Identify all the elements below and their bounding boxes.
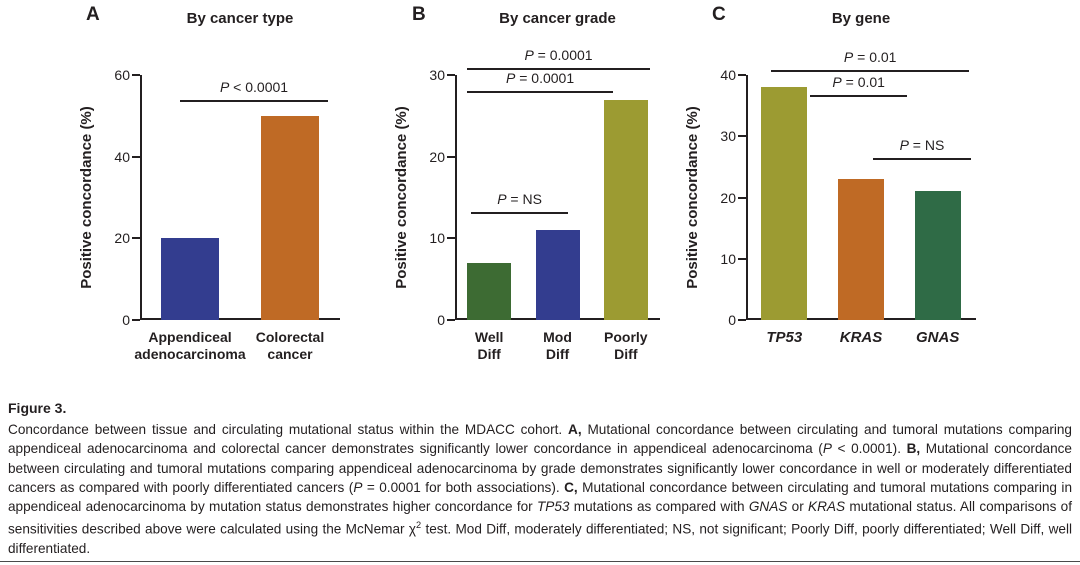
y-tick-mark [738,196,746,199]
y-tick-mark [132,237,140,240]
y-tick-label: 30 [720,128,736,145]
x-axis-label: KRAS [839,329,883,346]
significance-p-value-label: P = 0.01 [832,74,885,91]
y-tick-label: 0 [728,312,736,328]
bar-appendiceal-adenocarcinoma [161,238,219,320]
x-axis-label: GNAS [915,329,960,346]
y-tick-label: 0 [437,312,445,328]
panel-c-by-gene: C By gene Positive concordance (%) 0 10 20… [684,0,1038,400]
y-tick-mark [132,319,140,321]
y-tick-mark [447,74,455,76]
figure-caption: Figure 3. Concordance between tissue and… [8,400,1072,559]
significance-bracket-line [810,95,907,98]
y-tick-label: 20 [114,230,130,247]
bar-poorly-diff [603,99,648,320]
x-axis-label: Colorectal cancer [255,329,325,362]
plot-area [140,75,340,320]
y-tick-mark [738,257,746,260]
bar-kras [838,179,884,320]
significance-p-value-label: P = 0.01 [843,49,897,66]
x-axis-label: Well Diff [474,329,504,362]
bottom-divider [0,561,1080,562]
y-tick-label: 40 [720,67,736,83]
panel-b-by-cancer-grade: B By cancer grade Positive concordance (… [392,0,692,400]
y-tick-mark [132,155,140,158]
y-tick-label: 10 [429,230,445,247]
y-tick-mark [132,74,140,76]
significance-p-value-label: P = 0.0001 [506,70,575,87]
panel-a-by-cancer-type: A By cancer type Positive concordance (%… [60,0,386,400]
bar-gnas [914,191,961,320]
y-tick-label: 60 [114,67,130,83]
x-axis-label: Poorly Diff [604,329,648,362]
y-tick-mark [738,74,746,76]
x-axis-label: TP53 [766,329,803,346]
significance-bracket-line [471,212,568,215]
caption-title: Figure 3. [8,400,67,416]
y-tick-label: 30 [429,67,445,83]
y-tick-mark [447,237,455,240]
y-axis-label: Positive concordance (%) [393,106,410,289]
y-tick-label: 20 [720,189,736,206]
y-axis-label: Positive concordance (%) [78,106,95,289]
y-tick-label: 10 [720,250,736,267]
significance-p-value-label: P < 0.0001 [219,78,289,95]
caption-text: Concordance between tissue and circulati… [8,422,1073,557]
significance-bracket-line [771,70,970,73]
significance-bracket-line [180,99,328,102]
x-axis-label: Appendiceal adenocarcinoma [134,329,246,362]
chart-title: By cancer type [186,10,294,27]
bar-tp53 [761,87,808,320]
panel-letter-a: A [86,4,100,25]
significance-p-value-label: P = NS [497,191,542,208]
y-tick-mark [738,319,746,321]
y-tick-label: 20 [429,148,445,165]
significance-bracket-line [467,68,650,71]
significance-p-value-label: P = 0.0001 [524,47,593,64]
y-tick-mark [447,155,455,158]
significance-p-value-label: P = NS [899,136,945,153]
panel-letter-b: B [412,4,426,25]
y-tick-mark [447,319,455,321]
y-tick-label: 0 [122,312,130,328]
bar-colorectal-cancer [261,115,319,320]
significance-bracket-line [467,91,613,94]
bar-well-diff [467,262,512,320]
chart-title: By gene [831,10,891,27]
panel-letter-c: C [712,4,726,25]
y-tick-mark [738,135,746,138]
bar-mod-diff [535,230,580,320]
significance-bracket-line [872,157,972,160]
y-tick-label: 40 [114,148,130,165]
chart-title: By cancer grade [499,10,616,27]
x-axis-label: Mod Diff [543,329,572,362]
